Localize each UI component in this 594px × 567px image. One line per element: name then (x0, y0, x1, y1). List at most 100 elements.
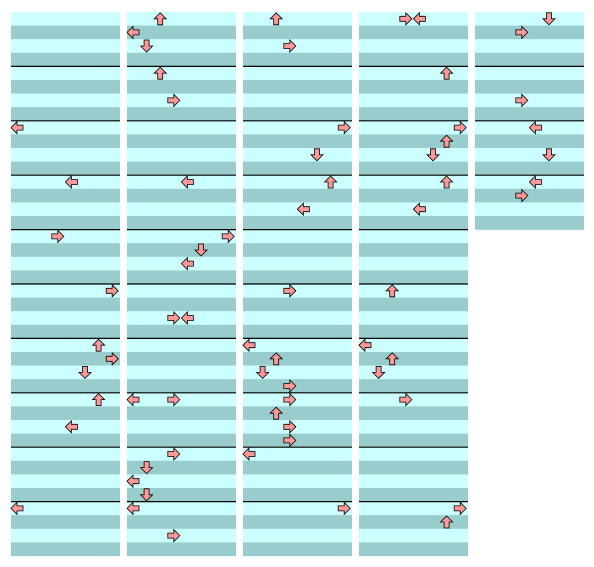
beat-stripe (127, 284, 236, 298)
beat-stripe (359, 433, 468, 448)
beat-stripe (243, 365, 352, 380)
beat-stripe (127, 324, 236, 339)
beat-stripe (11, 270, 120, 285)
step-arrow (180, 256, 194, 271)
beat-stripe (127, 528, 236, 543)
step-arrow (139, 488, 154, 502)
step-arrow (10, 501, 24, 516)
beat-stripe (243, 542, 352, 557)
beat-stripe (475, 148, 584, 162)
beat-stripe (11, 324, 120, 339)
beat-stripe (475, 107, 584, 121)
step-arrow (167, 93, 181, 108)
step-arrow (105, 283, 119, 298)
beat-stripe (11, 352, 120, 366)
beat-stripe (243, 134, 352, 149)
beat-stripe (243, 93, 352, 108)
step-arrow (180, 175, 194, 189)
step-arrow (542, 148, 556, 162)
beat-stripe (127, 297, 236, 312)
step-arrow (153, 12, 168, 26)
beat-stripe (11, 25, 120, 40)
beat-stripe (127, 52, 236, 67)
beat-stripe (243, 52, 352, 67)
chart-column (242, 12, 352, 557)
step-arrow (91, 393, 106, 407)
beat-stripe (243, 474, 352, 489)
beat-stripe (127, 120, 236, 135)
beat-stripe (243, 243, 352, 257)
chart-column (475, 12, 584, 230)
step-arrow (453, 120, 467, 135)
beat-stripe (359, 284, 468, 298)
beat-stripe (243, 270, 352, 285)
beat-stripe (11, 256, 120, 271)
step-arrow (412, 202, 426, 217)
beat-stripe (127, 134, 236, 149)
beat-stripe (243, 488, 352, 502)
beat-stripe (359, 161, 468, 176)
beat-stripe (359, 120, 468, 135)
beat-stripe (243, 188, 352, 203)
step-arrow (439, 515, 454, 529)
beat-stripe (243, 229, 352, 244)
beat-stripe (243, 120, 352, 135)
beat-stripe (243, 338, 352, 353)
beat-stripe (359, 447, 468, 461)
step-arrow (439, 66, 454, 80)
beat-stripe (243, 447, 352, 461)
beat-stripe (359, 52, 468, 67)
beat-stripe (359, 25, 468, 40)
step-arrow (337, 120, 351, 135)
beat-stripe (127, 406, 236, 421)
beat-stripe (359, 229, 468, 244)
beat-stripe (359, 311, 468, 325)
beat-stripe (127, 107, 236, 121)
beat-stripe (127, 161, 236, 176)
step-arrow (515, 93, 529, 108)
beat-stripe (127, 488, 236, 502)
step-arrow (269, 406, 284, 420)
step-arrow (153, 66, 168, 80)
beat-stripe (359, 134, 468, 149)
beat-stripe (359, 379, 468, 393)
beat-stripe (243, 433, 352, 448)
step-arrow (221, 229, 235, 244)
step-arrow (167, 392, 181, 407)
step-arrow (139, 39, 154, 53)
beat-stripe (475, 80, 584, 94)
step-arrow (399, 392, 413, 407)
step-arrow (283, 39, 297, 53)
beat-stripe (475, 161, 584, 176)
step-arrow (126, 392, 140, 407)
step-arrow (385, 284, 400, 298)
beat-stripe (359, 338, 468, 353)
beat-stripe (127, 216, 236, 230)
beat-stripe (359, 365, 468, 380)
beat-stripe (127, 542, 236, 557)
beat-stripe (475, 25, 584, 40)
step-arrow (167, 528, 181, 543)
step-arrow (283, 283, 297, 298)
beat-stripe (359, 392, 468, 407)
step-arrow (439, 175, 454, 189)
beat-stripe (359, 406, 468, 421)
step-arrow (515, 188, 529, 203)
beat-stripe (11, 202, 120, 217)
beat-stripe (11, 284, 120, 298)
beat-stripe (127, 460, 236, 475)
step-arrow (385, 352, 400, 366)
beat-stripe (359, 528, 468, 543)
step-arrow (453, 501, 467, 516)
step-arrow (296, 202, 310, 217)
step-arrow (371, 365, 386, 379)
step-arrow (283, 379, 297, 393)
beat-stripe (11, 80, 120, 94)
step-arrow (269, 12, 284, 26)
step-arrow (358, 338, 372, 353)
beat-stripe (11, 488, 120, 502)
beat-stripe (11, 528, 120, 543)
beat-stripe (11, 93, 120, 108)
chart-column (126, 12, 236, 557)
